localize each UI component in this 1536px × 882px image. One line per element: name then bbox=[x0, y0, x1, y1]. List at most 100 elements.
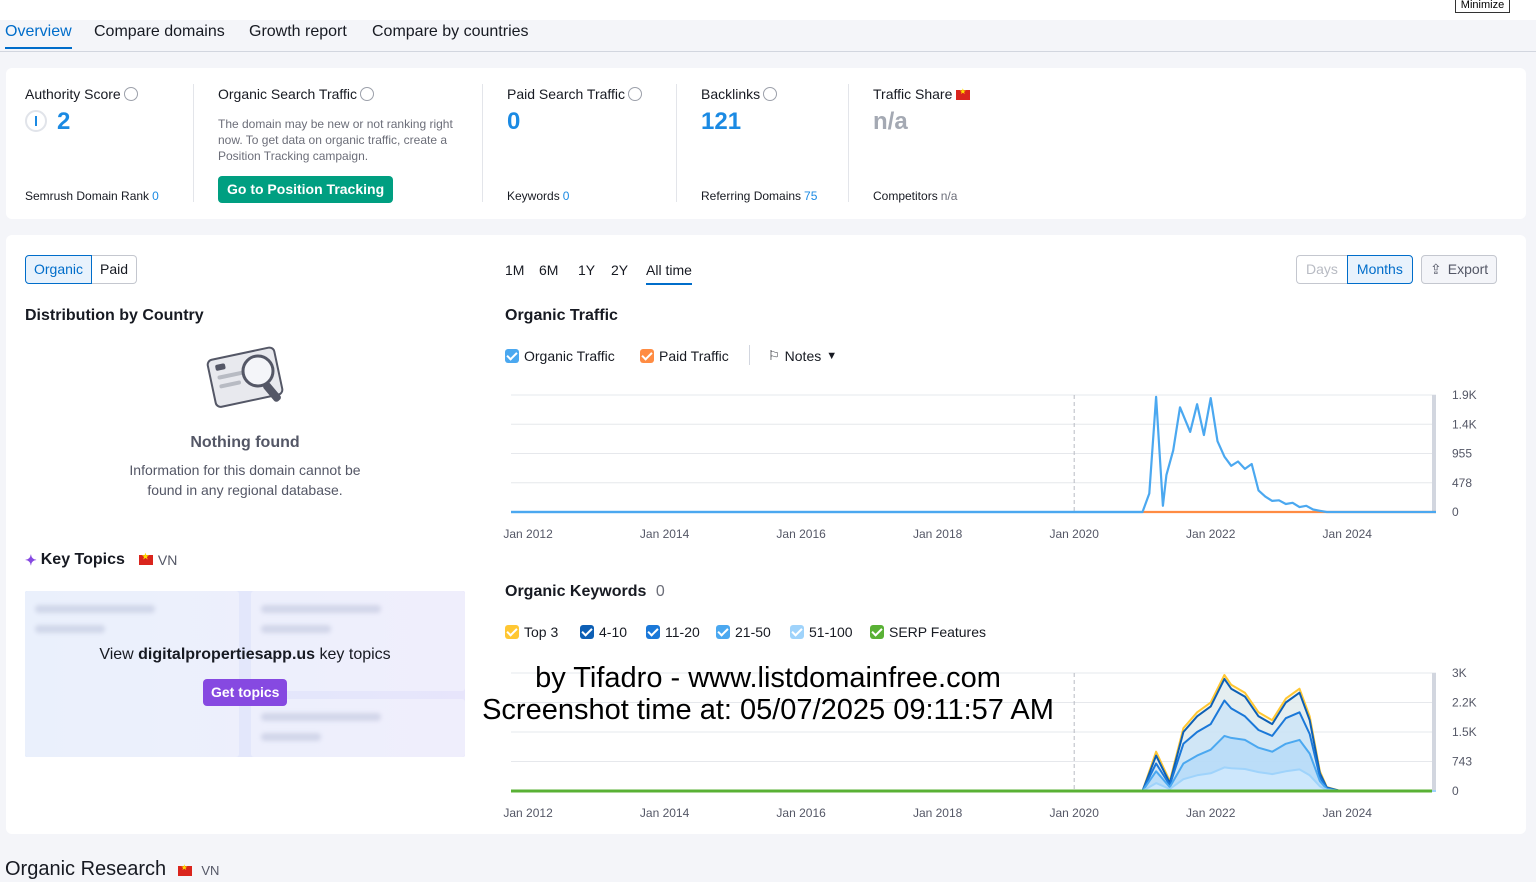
authority-gauge-icon bbox=[25, 110, 47, 132]
referring-domains-value[interactable]: 75 bbox=[804, 189, 818, 203]
legend-label: Paid Traffic bbox=[659, 348, 729, 364]
granularity-toggle: Days Months bbox=[1296, 255, 1413, 284]
competitors-label: Competitors bbox=[873, 189, 938, 203]
keywords-value[interactable]: 0 bbox=[562, 189, 570, 203]
x-tick-label: Jan 2018 bbox=[913, 806, 963, 820]
view-topics-text: View digitalpropertiesapp.us key topics bbox=[25, 646, 465, 664]
view-prefix: View bbox=[99, 646, 134, 663]
paid-search-value[interactable]: 0 bbox=[507, 108, 521, 135]
chart-scroll-strip bbox=[1432, 395, 1436, 512]
legend-51-100[interactable]: 51-100 bbox=[790, 624, 853, 640]
paid-toggle-button[interactable]: Paid bbox=[92, 255, 138, 284]
y-tick-label: 0 bbox=[1452, 784, 1459, 798]
help-icon[interactable] bbox=[628, 87, 643, 101]
organic-keywords-title: Organic Keywords bbox=[505, 583, 647, 600]
help-icon[interactable] bbox=[360, 87, 375, 101]
legend-label: SERP Features bbox=[889, 624, 987, 640]
vietnam-flag-icon bbox=[956, 87, 971, 100]
chart-scroll-strip bbox=[1432, 673, 1436, 791]
y-tick-label: 2.2K bbox=[1452, 696, 1477, 710]
checkbox-icon[interactable] bbox=[716, 625, 730, 639]
series-area-51-100 bbox=[511, 767, 1436, 791]
go-to-position-tracking-button[interactable]: Go to Position Tracking bbox=[218, 176, 394, 203]
main-card: Organic Paid Distribution by Country Not… bbox=[6, 235, 1526, 834]
notes-dropdown[interactable]: ⚐ Notes ▼ bbox=[768, 348, 837, 364]
period-2y[interactable]: 2Y bbox=[611, 262, 629, 278]
x-tick-label: Jan 2014 bbox=[640, 806, 690, 820]
period-6m[interactable]: 6M bbox=[539, 262, 559, 278]
export-button[interactable]: ⇪ Export bbox=[1421, 255, 1498, 284]
divider bbox=[676, 84, 677, 202]
legend-21-50[interactable]: 21-50 bbox=[716, 624, 771, 640]
blurred-topic-card bbox=[251, 591, 465, 691]
divider bbox=[749, 345, 750, 365]
tab-growth-report[interactable]: Growth report bbox=[249, 23, 347, 40]
x-tick-label: Jan 2024 bbox=[1323, 806, 1373, 820]
period-1y[interactable]: 1Y bbox=[578, 262, 596, 278]
sparkle-icon: ✦ bbox=[25, 551, 37, 568]
minimize-button[interactable]: Minimize bbox=[1455, 0, 1510, 13]
legend-label: Top 3 bbox=[524, 624, 559, 640]
checkbox-icon[interactable] bbox=[505, 349, 519, 363]
referring-domains-label: Referring Domains bbox=[701, 189, 802, 203]
authority-score-metric: Authority Score 2 Semrush Domain Rank 0 bbox=[25, 68, 195, 219]
traffic-share-value: n/a bbox=[873, 108, 908, 135]
y-tick-label: 0 bbox=[1452, 505, 1459, 519]
x-tick-label: Jan 2022 bbox=[1186, 527, 1236, 541]
view-suffix: key topics bbox=[319, 646, 391, 663]
legend-serp-features[interactable]: SERP Features bbox=[870, 624, 986, 640]
get-topics-button[interactable]: Get topics bbox=[203, 679, 288, 706]
help-icon[interactable] bbox=[123, 87, 138, 101]
legend-label: 21-50 bbox=[735, 624, 771, 640]
checkbox-icon[interactable] bbox=[505, 625, 519, 639]
checkbox-icon[interactable] bbox=[646, 625, 660, 639]
legend-organic-traffic[interactable]: Organic Traffic bbox=[505, 348, 615, 364]
blurred-text bbox=[35, 625, 105, 633]
months-button[interactable]: Months bbox=[1346, 255, 1413, 284]
y-tick-label: 478 bbox=[1452, 476, 1472, 490]
organic-research-title: Organic Research VN bbox=[5, 858, 219, 881]
y-tick-label: 3K bbox=[1452, 666, 1467, 680]
organic-keywords-count: 0 bbox=[655, 583, 665, 600]
tab-compare-domains[interactable]: Compare domains bbox=[94, 23, 225, 40]
y-tick-label: 955 bbox=[1452, 447, 1472, 461]
blurred-text bbox=[261, 733, 321, 741]
tab-overview[interactable]: Overview bbox=[5, 23, 72, 49]
authority-score-value[interactable]: 2 bbox=[57, 108, 71, 135]
organic-keywords-header: Organic Keywords 0 bbox=[505, 583, 665, 601]
legend-4-10[interactable]: 4-10 bbox=[580, 624, 627, 640]
period-all-time[interactable]: All time bbox=[646, 262, 692, 285]
x-tick-label: Jan 2016 bbox=[776, 806, 826, 820]
nothing-found-description: Information for this domain cannot be fo… bbox=[129, 462, 361, 498]
key-topics-preview: View digitalpropertiesapp.us key topics … bbox=[25, 591, 465, 757]
organic-keywords-chart[interactable]: 0 743 1.5K 2.2K 3K Jan 2012 Jan 2014 Jan 2016 Ja… bbox=[486, 657, 1526, 827]
x-tick-label: Jan 2014 bbox=[640, 527, 690, 541]
period-1m[interactable]: 1M bbox=[505, 262, 525, 278]
organic-toggle-button[interactable]: Organic bbox=[25, 255, 93, 284]
blurred-topic-card bbox=[251, 699, 465, 757]
help-icon[interactable] bbox=[763, 87, 778, 101]
tab-compare-by-countries[interactable]: Compare by countries bbox=[372, 23, 529, 40]
legend-paid-traffic[interactable]: Paid Traffic bbox=[640, 348, 729, 364]
organic-traffic-chart[interactable]: 0 478 955 1.4K 1.9K Jan 2012 Jan 2014 Jan 2016 J… bbox=[486, 380, 1526, 550]
days-button[interactable]: Days bbox=[1296, 255, 1347, 284]
domain-rank-value[interactable]: 0 bbox=[152, 189, 159, 203]
tab-bar: Overview Compare domains Growth report C… bbox=[0, 20, 1536, 52]
y-tick-label: 1.4K bbox=[1452, 417, 1477, 431]
paid-search-metric: Paid Search Traffic 0 Keywords 0 bbox=[507, 68, 677, 219]
organic-research-country: VN bbox=[201, 863, 220, 878]
legend-11-20[interactable]: 11-20 bbox=[646, 624, 700, 640]
vietnam-flag-icon bbox=[138, 552, 153, 565]
checkbox-icon[interactable] bbox=[580, 625, 594, 639]
legend-top3[interactable]: Top 3 bbox=[505, 624, 558, 640]
checkbox-icon[interactable] bbox=[640, 349, 654, 363]
x-tick-label: Jan 2020 bbox=[1049, 806, 1099, 820]
x-tick-label: Jan 2022 bbox=[1186, 806, 1236, 820]
checkbox-icon[interactable] bbox=[870, 625, 884, 639]
blurred-text bbox=[261, 625, 331, 633]
legend-label: 51-100 bbox=[809, 624, 853, 640]
y-tick-label: 1.5K bbox=[1452, 725, 1477, 739]
watermark-line-1: by Tifadro - www.listdomainfree.com bbox=[535, 662, 1001, 694]
checkbox-icon[interactable] bbox=[790, 625, 804, 639]
backlinks-value[interactable]: 121 bbox=[701, 108, 742, 135]
